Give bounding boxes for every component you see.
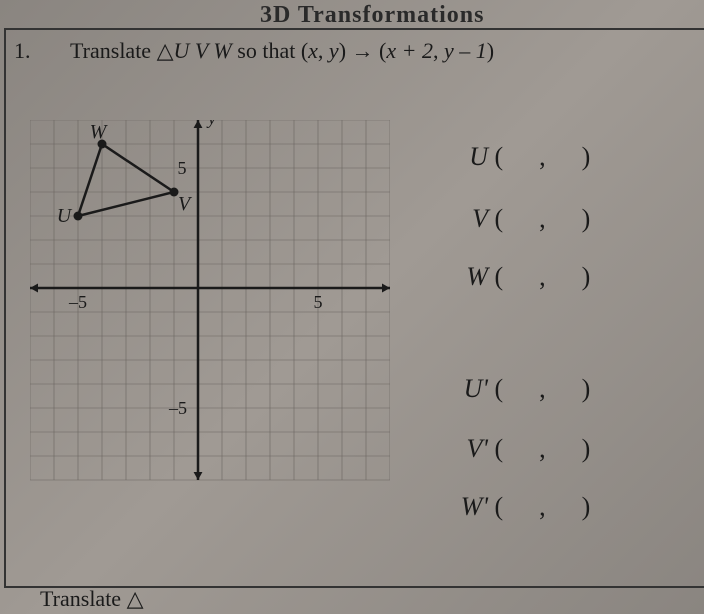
- open-paren: (: [495, 374, 504, 403]
- arrow-text: ) → (: [339, 38, 387, 63]
- triangle-symbol: △: [157, 38, 174, 63]
- close-paren: ): [582, 492, 591, 521]
- svg-text:y: y: [206, 120, 216, 128]
- svg-text:–5: –5: [168, 398, 187, 418]
- coord-row-V-prime: V' (,): [430, 434, 690, 464]
- coord-row-V: V (,): [430, 204, 690, 234]
- coord-label: U': [430, 374, 488, 404]
- coordinate-graph: –555–5xyUVW: [30, 120, 390, 540]
- coord-row-U-prime: U' (,): [430, 374, 690, 404]
- open-paren: (: [495, 492, 504, 521]
- comma: ,: [539, 204, 546, 233]
- comma: ,: [539, 374, 546, 403]
- coord-label: W': [430, 492, 488, 522]
- comma2: ,: [433, 38, 444, 63]
- svg-text:–5: –5: [68, 292, 87, 312]
- close-paren: ): [582, 262, 591, 291]
- open-paren: (: [495, 262, 504, 291]
- open-paren: (: [495, 434, 504, 463]
- close-paren: ): [582, 434, 591, 463]
- coord-row-W-prime: W' (,): [430, 492, 690, 522]
- coord-label: V': [430, 434, 488, 464]
- svg-text:5: 5: [178, 158, 187, 178]
- expr-y: y – 1: [444, 38, 487, 63]
- svg-text:5: 5: [314, 292, 323, 312]
- close-paren: ): [582, 374, 591, 403]
- text-prefix: Translate: [70, 38, 157, 63]
- problem-number: 1.: [14, 38, 31, 64]
- page-surface: 3D Transformations 1. Translate △U V W s…: [0, 0, 704, 614]
- open-paren: (: [495, 204, 504, 233]
- next-problem-cutoff: Translate △: [40, 586, 144, 612]
- comma: ,: [539, 434, 546, 463]
- coord-label: W: [430, 262, 488, 292]
- comma: ,: [539, 262, 546, 291]
- problem-statement: Translate △U V W so that (x, y) → (x + 2…: [70, 38, 494, 64]
- expr-x: x + 2: [386, 38, 433, 63]
- comma: ,: [539, 492, 546, 521]
- graph-svg: –555–5xyUVW: [30, 120, 390, 540]
- var-y: y: [329, 38, 339, 63]
- svg-text:W: W: [90, 121, 109, 143]
- text-mid: so that (: [232, 38, 308, 63]
- coord-label: V: [430, 204, 488, 234]
- close-paren: ): [582, 142, 591, 171]
- text-end: ): [487, 38, 494, 63]
- var-x: x: [308, 38, 318, 63]
- open-paren: (: [495, 142, 504, 171]
- svg-text:V: V: [178, 193, 193, 215]
- comma1: ,: [318, 38, 329, 63]
- header-title: 3D Transformations: [260, 2, 484, 29]
- coord-row-U: U (,): [430, 142, 690, 172]
- svg-text:U: U: [57, 205, 73, 227]
- coord-label: U: [430, 142, 488, 172]
- triangle-name: U V W: [174, 38, 232, 63]
- coord-row-W: W (,): [430, 262, 690, 292]
- comma: ,: [539, 142, 546, 171]
- close-paren: ): [582, 204, 591, 233]
